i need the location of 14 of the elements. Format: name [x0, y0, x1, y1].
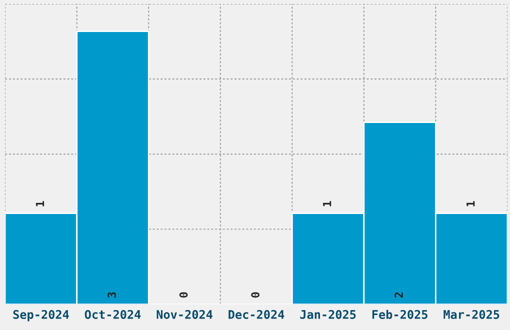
data-label: 0 — [251, 292, 260, 298]
x-tick-label: Jan-2025 — [300, 310, 356, 319]
x-tick-label: Dec-2024 — [228, 310, 284, 319]
data-label: 3 — [108, 292, 116, 298]
x-tick-label: Oct-2024 — [84, 310, 141, 319]
data-label: 2 — [394, 292, 403, 298]
x-tick-label: Sep-2024 — [13, 310, 69, 322]
data-label: 1 — [466, 201, 475, 206]
data-label: 0 — [179, 292, 188, 298]
x-tick-label: Feb-2025 — [372, 310, 428, 319]
x-tick-label: Nov-2024 — [156, 310, 212, 319]
x-tick-label: Mar-2025 — [444, 310, 500, 319]
data-label: 1 — [323, 201, 332, 206]
data-label: 1 — [36, 201, 44, 206]
